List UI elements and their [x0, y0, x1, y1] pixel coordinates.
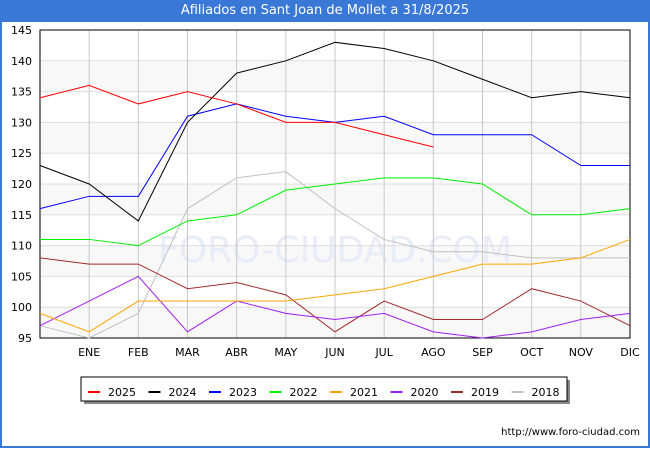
y-tick-label: 125 [11, 147, 32, 160]
x-tick-label: MAR [175, 346, 200, 359]
series-line-2024 [39, 41, 631, 222]
x-tick-label: JUL [374, 346, 393, 359]
x-tick-label: FEB [128, 346, 149, 359]
x-tick-label: SEP [472, 346, 493, 359]
legend-label-2018: 2018 [532, 386, 560, 399]
legend-box [80, 376, 568, 402]
plot-border [39, 29, 631, 339]
legend-label-2024: 2024 [169, 386, 197, 399]
y-tick-label: 120 [11, 178, 32, 191]
y-tick-label: 140 [11, 55, 32, 68]
series-line-2025 [39, 84, 434, 148]
y-tick-label: 95 [18, 332, 32, 345]
y-tick-label: 145 [11, 24, 32, 37]
x-tick-label: OCT [520, 346, 543, 359]
y-tick-label: 105 [11, 270, 32, 283]
source-url[interactable]: http://www.foro-ciudad.com [501, 427, 640, 438]
y-tick-label: 130 [11, 116, 32, 129]
series-line-2018 [39, 171, 630, 339]
x-tick-label: ENE [78, 346, 100, 359]
legend-label-2019: 2019 [471, 386, 499, 399]
legend-label-2020: 2020 [411, 386, 439, 399]
series-line-2021 [39, 238, 631, 333]
x-tick-label: MAY [274, 346, 297, 359]
chart-title: Afiliados en Sant Joan de Mollet a 31/8/… [0, 0, 650, 22]
series-line-2020 [39, 275, 631, 339]
x-tick-label: ABR [225, 346, 248, 359]
y-tick-label: 115 [11, 209, 32, 222]
series-line-2019 [39, 257, 631, 333]
x-tick-label: DIC [620, 346, 640, 359]
x-tick-label: NOV [569, 346, 594, 359]
x-tick-label: JUN [324, 346, 345, 359]
series-line-2022 [40, 177, 631, 247]
y-tick-label: 100 [11, 301, 32, 314]
y-tick-label: 135 [11, 86, 32, 99]
legend-label-2022: 2022 [290, 386, 318, 399]
legend-label-2023: 2023 [229, 386, 257, 399]
x-tick-label: AGO [421, 346, 446, 359]
legend-label-2021: 2021 [350, 386, 378, 399]
legend: 2025 2024 2023 2022 2021 2020 2019 2018 [80, 376, 570, 404]
y-tick-label: 110 [11, 240, 32, 253]
legend-label-2025: 2025 [108, 386, 136, 399]
